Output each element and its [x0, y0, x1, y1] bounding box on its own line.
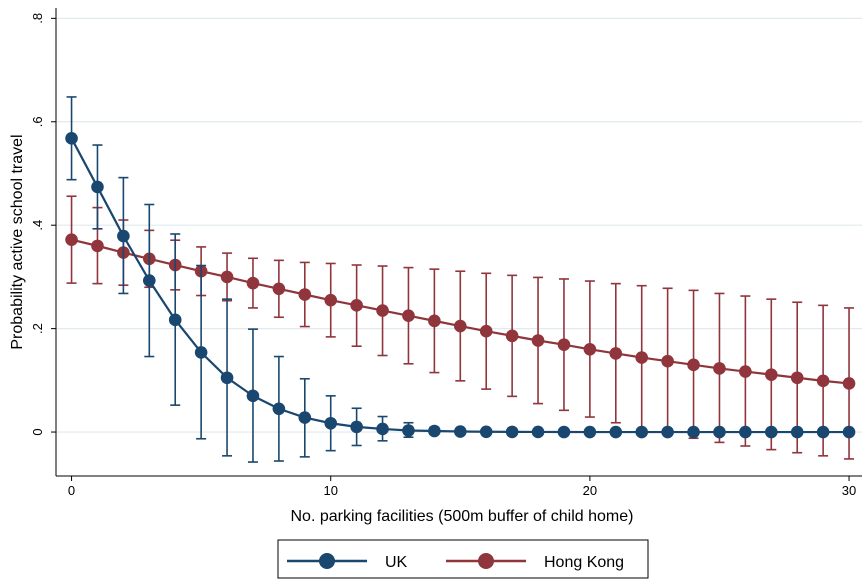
- y-tick-label: .8: [30, 13, 45, 24]
- series-hong-kong: [65, 195, 856, 460]
- y-tick-label: .4: [30, 220, 45, 231]
- data-point: [220, 371, 234, 385]
- data-point: [453, 425, 467, 438]
- data-point: [402, 424, 415, 437]
- legend-uk-label: UK: [385, 554, 408, 571]
- data-point: [298, 411, 312, 424]
- data-point: [350, 299, 363, 312]
- ticks: 0 .2 .4 .6 .8 0 10 20 30: [30, 13, 856, 498]
- data-point: [609, 425, 623, 439]
- data-point: [194, 346, 208, 359]
- data-point: [557, 425, 571, 439]
- data-point: [764, 425, 778, 439]
- data-point: [91, 239, 104, 253]
- data-point: [505, 425, 519, 439]
- data-point: [816, 425, 830, 439]
- data-point: [531, 425, 545, 439]
- data-point: [350, 420, 363, 434]
- data-point: [790, 371, 804, 385]
- data-point: [687, 358, 700, 372]
- data-point: [713, 362, 726, 375]
- data-point: [842, 425, 856, 439]
- data-point: [479, 324, 493, 338]
- x-tick-label: 30: [842, 483, 856, 498]
- data-point: [376, 304, 389, 317]
- data-point: [479, 425, 493, 439]
- data-point: [531, 334, 545, 347]
- data-point: [739, 425, 752, 439]
- data-point: [142, 274, 156, 287]
- data-point: [324, 293, 338, 307]
- data-point: [713, 425, 726, 439]
- data-point: [635, 351, 649, 364]
- series-uk: [65, 96, 856, 463]
- y-tick-label: 0: [30, 428, 45, 435]
- legend-box: [277, 539, 649, 579]
- data-point: [168, 313, 182, 327]
- data-point: [272, 402, 286, 416]
- data-point: [453, 319, 467, 333]
- data-point: [661, 354, 674, 368]
- data-point: [583, 425, 597, 439]
- data-point: [687, 425, 700, 439]
- legend-hong-kong-label: Hong Kong: [544, 554, 624, 571]
- data-point: [816, 374, 830, 388]
- data-point: [65, 132, 78, 145]
- data-point: [635, 425, 649, 439]
- data-point: [609, 347, 623, 360]
- data-point: [764, 368, 778, 381]
- y-axis-title: Probability active school travel: [9, 134, 26, 349]
- y-tick-label: .2: [30, 323, 45, 334]
- x-tick-label: 20: [583, 483, 597, 498]
- data-point: [428, 424, 441, 438]
- data-point: [246, 389, 260, 403]
- data-point: [298, 288, 312, 301]
- axes: [55, 8, 862, 477]
- x-axis-title: No. parking facilities (500m buffer of c…: [291, 508, 634, 525]
- data-point: [324, 416, 338, 430]
- data-point: [220, 270, 234, 284]
- data-point: [790, 425, 804, 439]
- data-point: [246, 276, 260, 290]
- data-point: [739, 365, 752, 378]
- data-point: [376, 422, 389, 436]
- legend-hong-kong-marker: [478, 553, 494, 569]
- data-point: [272, 282, 286, 296]
- x-tick-label: 0: [68, 483, 75, 498]
- data-point: [505, 329, 519, 343]
- legend-uk-marker: [319, 553, 335, 569]
- data-point: [428, 314, 441, 328]
- data-point: [91, 180, 104, 194]
- y-tick-label: .6: [30, 116, 45, 127]
- legend: UK Hong Kong: [277, 539, 649, 579]
- data-point: [402, 309, 415, 322]
- data-point: [583, 343, 597, 356]
- data-point: [65, 233, 78, 246]
- data-point: [842, 377, 856, 390]
- x-tick-label: 10: [323, 483, 337, 498]
- data-point: [557, 338, 571, 351]
- data-point: [117, 229, 130, 243]
- series: [65, 96, 856, 463]
- data-point: [661, 425, 674, 439]
